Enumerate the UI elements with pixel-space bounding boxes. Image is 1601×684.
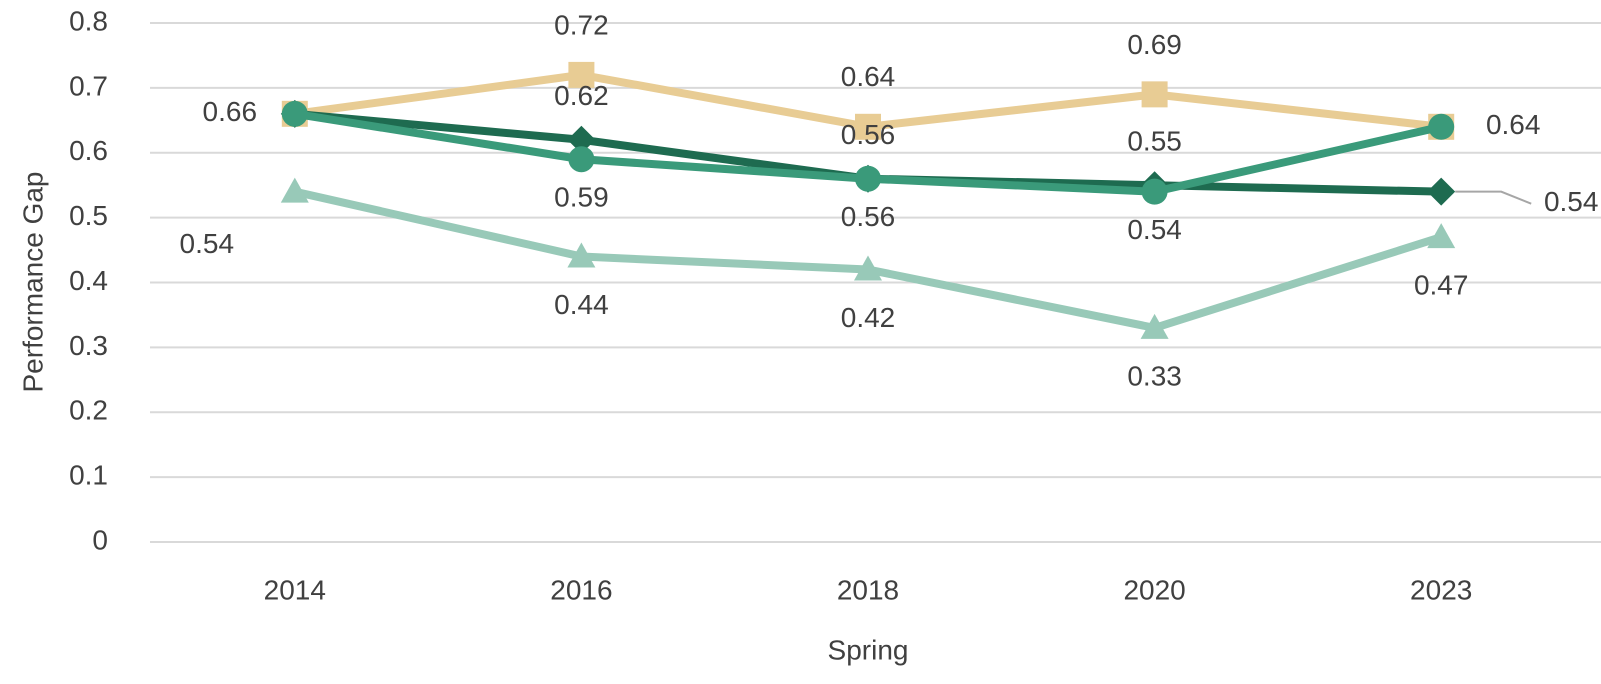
y-tick-label: 0.5	[69, 200, 108, 231]
marker	[568, 146, 595, 173]
x-tick-label: 2023	[1410, 574, 1472, 605]
y-tick-label: 0.6	[69, 135, 108, 166]
data-label: 0.64	[841, 61, 896, 92]
marker	[567, 242, 596, 268]
data-label: 0.54	[1544, 186, 1599, 217]
marker	[567, 125, 596, 154]
data-label: 0.69	[1127, 29, 1182, 60]
marker	[1140, 313, 1169, 339]
y-tick-label: 0.8	[69, 5, 108, 36]
marker	[855, 113, 881, 140]
data-label: 0.44	[554, 289, 609, 320]
marker	[1427, 177, 1456, 206]
x-tick-label: 2014	[264, 574, 326, 605]
marker	[855, 165, 881, 192]
data-label: 0.54	[1127, 214, 1182, 245]
marker	[568, 61, 595, 88]
y-tick-label: 0.2	[69, 395, 108, 426]
x-axis-title: Spring	[828, 634, 909, 665]
marker	[280, 177, 309, 203]
data-label: 0.66	[203, 96, 258, 127]
x-tick-label: 2018	[837, 574, 899, 605]
data-label: 0.56	[841, 119, 896, 150]
data-label: 0.72	[554, 9, 609, 40]
y-tick-label: 0.4	[69, 265, 108, 296]
data-label: 0.56	[841, 201, 896, 232]
y-tick-label: 0	[92, 524, 108, 555]
data-label: 0.33	[1127, 360, 1182, 391]
x-tick-label: 2020	[1123, 574, 1185, 605]
data-label: 0.59	[554, 182, 609, 213]
data-label: 0.55	[1127, 126, 1182, 157]
marker	[1427, 223, 1456, 249]
marker	[1141, 81, 1168, 108]
data-label: 0.47	[1414, 269, 1469, 300]
y-tick-label: 0.3	[69, 330, 108, 361]
data-label: 0.64	[1486, 109, 1541, 140]
y-tick-label: 0.1	[69, 460, 108, 491]
y-tick-label: 0.7	[69, 70, 108, 101]
marker	[1428, 113, 1455, 140]
data-label: 0.54	[180, 228, 235, 259]
leader-line	[1455, 190, 1532, 205]
y-axis-title: Performance Gap	[17, 172, 48, 393]
marker	[854, 255, 882, 281]
x-tick-label: 2016	[550, 574, 612, 605]
data-label: 0.42	[841, 302, 896, 333]
marker	[1141, 178, 1168, 205]
marker	[281, 100, 308, 127]
data-label: 0.62	[554, 80, 609, 111]
